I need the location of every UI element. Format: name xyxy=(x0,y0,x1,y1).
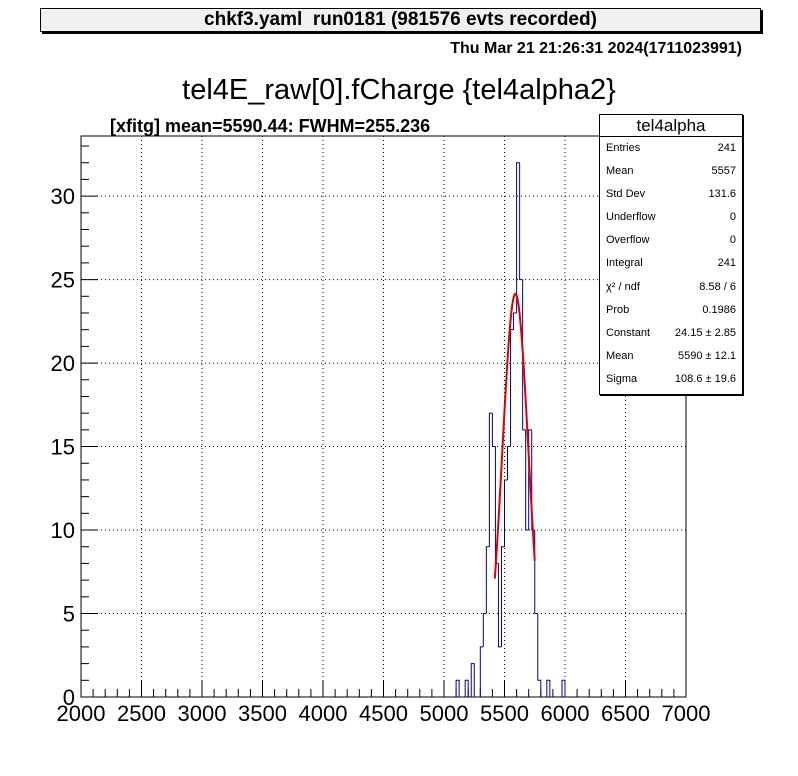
histogram-bin xyxy=(479,646,484,697)
y-tick-label: 0 xyxy=(63,685,75,710)
y-tick-label: 5 xyxy=(63,602,75,627)
stat-value: 5590 ± 12.1 xyxy=(677,349,736,362)
stat-row-mean: Mean 5557 xyxy=(600,160,742,183)
histogram-bin xyxy=(522,279,526,431)
stat-value: 131.6 xyxy=(708,188,736,201)
stat-label: Mean xyxy=(606,165,634,178)
stat-value: 0 xyxy=(729,234,736,247)
stat-row-integral: Integral 241 xyxy=(600,252,742,275)
histogram-bin xyxy=(546,679,551,697)
stat-label: Constant xyxy=(606,326,651,339)
x-tick-label: 2000 xyxy=(57,701,106,726)
stat-row-std-dev: Std Dev 131.6 xyxy=(600,183,742,206)
stat-value: 0 xyxy=(729,211,736,224)
stat-row-sigma: Sigma 108.6 ± 19.6 xyxy=(600,368,742,391)
y-tick-label: 20 xyxy=(51,351,75,376)
histogram-bin xyxy=(455,679,460,697)
axis-ticks xyxy=(80,145,687,698)
histogram-bin xyxy=(516,162,520,313)
y-tick-label: 10 xyxy=(51,518,75,543)
histogram-bin xyxy=(470,663,475,697)
stat-label: Mean xyxy=(606,349,634,362)
histogram-bin xyxy=(519,162,523,281)
stat-value: 0.1986 xyxy=(702,303,736,316)
stat-row-overflow: Overflow 0 xyxy=(600,229,742,252)
stats-title: tel4alpha xyxy=(600,115,742,137)
stat-row-chi2-ndf: χ² / ndf 8.58 / 6 xyxy=(600,276,742,299)
x-tick-label: 5500 xyxy=(480,701,529,726)
stat-value: 241 xyxy=(717,142,736,154)
x-tick-label: 6500 xyxy=(601,701,650,726)
histogram-bin xyxy=(510,329,514,447)
histogram-bin xyxy=(561,679,566,697)
histogram-bin xyxy=(504,479,508,547)
stat-label: Overflow xyxy=(606,234,650,247)
stats-box: tel4alpha Entries 241 Mean 5557 Std Dev 131… xyxy=(599,114,743,395)
histogram-bin xyxy=(537,613,542,697)
gaussian-fit xyxy=(493,292,536,579)
stat-row-prob: Prob 0.1986 xyxy=(600,299,742,322)
grid-lines xyxy=(81,136,686,697)
stat-label: Integral xyxy=(606,257,643,270)
x-tick-label: 4500 xyxy=(359,701,408,726)
fit-curve xyxy=(493,292,536,579)
stat-label: Sigma xyxy=(606,372,638,385)
stat-row-constant: Constant 24.15 ± 2.85 xyxy=(600,322,742,345)
histogram-bin xyxy=(482,613,487,647)
stat-value: 241 xyxy=(717,257,736,270)
timestamp: Thu Mar 21 21:26:31 2024(1711023991) xyxy=(450,40,742,57)
histogram-bin xyxy=(485,546,490,614)
x-tick-label: 3500 xyxy=(238,701,287,726)
stat-label: Prob xyxy=(606,303,630,316)
histogram-bin xyxy=(500,546,505,647)
plot-title: tel4E_raw[0].fCharge {tel4alpha2} xyxy=(182,74,616,106)
stat-row-fit-mean: Mean 5590 ± 12.1 xyxy=(600,345,742,368)
histogram-bin xyxy=(497,563,502,648)
stat-label: Entries xyxy=(606,142,641,154)
y-tick-label: 15 xyxy=(51,435,75,460)
stat-label: Std Dev xyxy=(606,188,646,201)
stat-row-entries: Entries 241 xyxy=(600,137,742,160)
histogram-bin xyxy=(534,530,538,615)
histogram-bin xyxy=(513,312,517,330)
stat-label: χ² / ndf xyxy=(606,280,640,293)
y-tick-label: 25 xyxy=(51,268,75,293)
histogram-bin xyxy=(528,429,532,531)
histogram-bin xyxy=(507,446,511,480)
fit-summary-label: [xfitg] mean=5590.44: FWHM=255.236 xyxy=(110,116,431,136)
stat-value: 24.15 ± 2.85 xyxy=(674,326,736,339)
x-tick-label: 5000 xyxy=(420,701,469,726)
stat-row-underflow: Underflow 0 xyxy=(600,206,742,229)
x-tick-label: 7000 xyxy=(662,701,711,726)
x-tick-label: 6000 xyxy=(541,701,590,726)
histogram-bin xyxy=(464,679,469,697)
stat-value: 108.6 ± 19.6 xyxy=(674,372,736,385)
histogram-bin xyxy=(525,429,529,531)
histogram-bins xyxy=(455,162,566,697)
run-banner: chkf3.yaml run0181 (981576 evts recorded… xyxy=(40,8,761,32)
stat-value: 8.58 / 6 xyxy=(699,280,736,293)
y-tick-label: 30 xyxy=(51,184,75,209)
x-tick-label: 4000 xyxy=(299,701,348,726)
x-tick-label: 3000 xyxy=(178,701,227,726)
histogram-bin xyxy=(491,413,496,448)
histogram-bin xyxy=(488,412,493,547)
stat-label: Underflow xyxy=(606,211,656,224)
tick-labels: 2000 2500 3000 3500 4000 4500 5000 5500 6000 6500… xyxy=(51,184,711,726)
x-tick-label: 2500 xyxy=(117,701,166,726)
stat-value: 5557 xyxy=(711,165,736,178)
